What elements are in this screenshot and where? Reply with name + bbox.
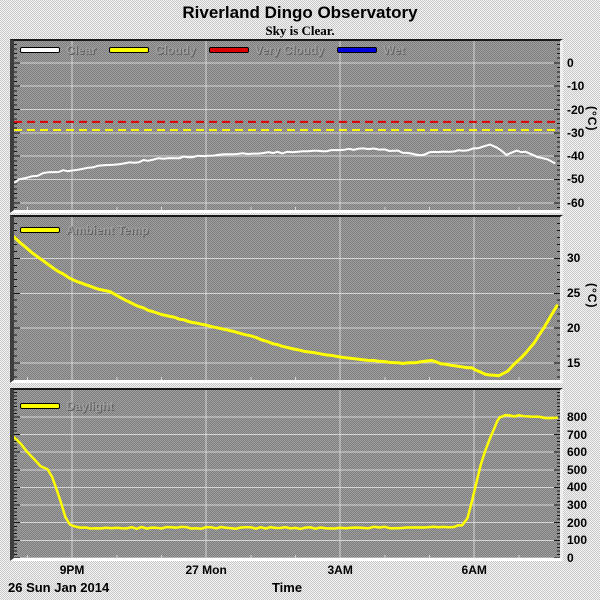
sky-conditions-panel: Clear Cloudy Very Cloudy Wet <box>10 39 563 213</box>
y-tick-label: -30 <box>567 125 585 140</box>
y-tick-label: 15 <box>567 356 581 371</box>
date-label: 26 Sun Jan 2014 <box>8 580 110 595</box>
x-tick-label: 27 Mon <box>185 563 227 577</box>
series-line-clear <box>14 143 556 184</box>
x-tick-label: 6AM <box>461 563 487 577</box>
time-axis-title: Time <box>271 580 303 595</box>
y-tick-label: -20 <box>567 102 585 117</box>
daylight-panel: Daylight <box>10 388 563 561</box>
y-tick-label: 300 <box>567 498 588 513</box>
sky-status-text: Sky is Clear. <box>265 23 335 38</box>
y-tick-label: 600 <box>567 445 588 460</box>
y-tick-label: 30 <box>567 251 581 266</box>
y-tick-label: 0 <box>567 551 574 565</box>
ambient-temp-panel: Ambient Temp <box>10 215 563 383</box>
y-tick-label: -40 <box>567 149 585 164</box>
y-tick-label: -60 <box>567 195 585 210</box>
ambient-temp-plot <box>14 217 560 380</box>
daylight-plot <box>14 390 560 558</box>
sky-axis-unit-label: (°C) <box>585 106 599 132</box>
ambient-axis-unit-label: (°C) <box>585 283 599 309</box>
y-tick-label: 25 <box>567 286 581 301</box>
y-tick-label: 800 <box>567 409 588 424</box>
y-tick-label: 200 <box>567 515 588 530</box>
y-tick-label: 0 <box>567 55 574 70</box>
y-tick-label: -10 <box>567 79 585 94</box>
x-tick-label: 9PM <box>59 563 85 577</box>
y-tick-label: -50 <box>567 172 585 187</box>
y-tick-label: 500 <box>567 462 588 477</box>
y-tick-label: 400 <box>567 480 588 495</box>
x-tick-label: 3AM <box>327 563 353 577</box>
page-title: Riverland Dingo Observatory <box>182 3 418 22</box>
sky-conditions-plot <box>14 41 560 210</box>
y-tick-label: 100 <box>567 533 588 548</box>
series-line-daylight <box>14 413 559 531</box>
series-line-ambient-temp <box>14 235 559 378</box>
y-tick-label: 20 <box>567 321 581 336</box>
y-tick-label: 700 <box>567 427 588 442</box>
